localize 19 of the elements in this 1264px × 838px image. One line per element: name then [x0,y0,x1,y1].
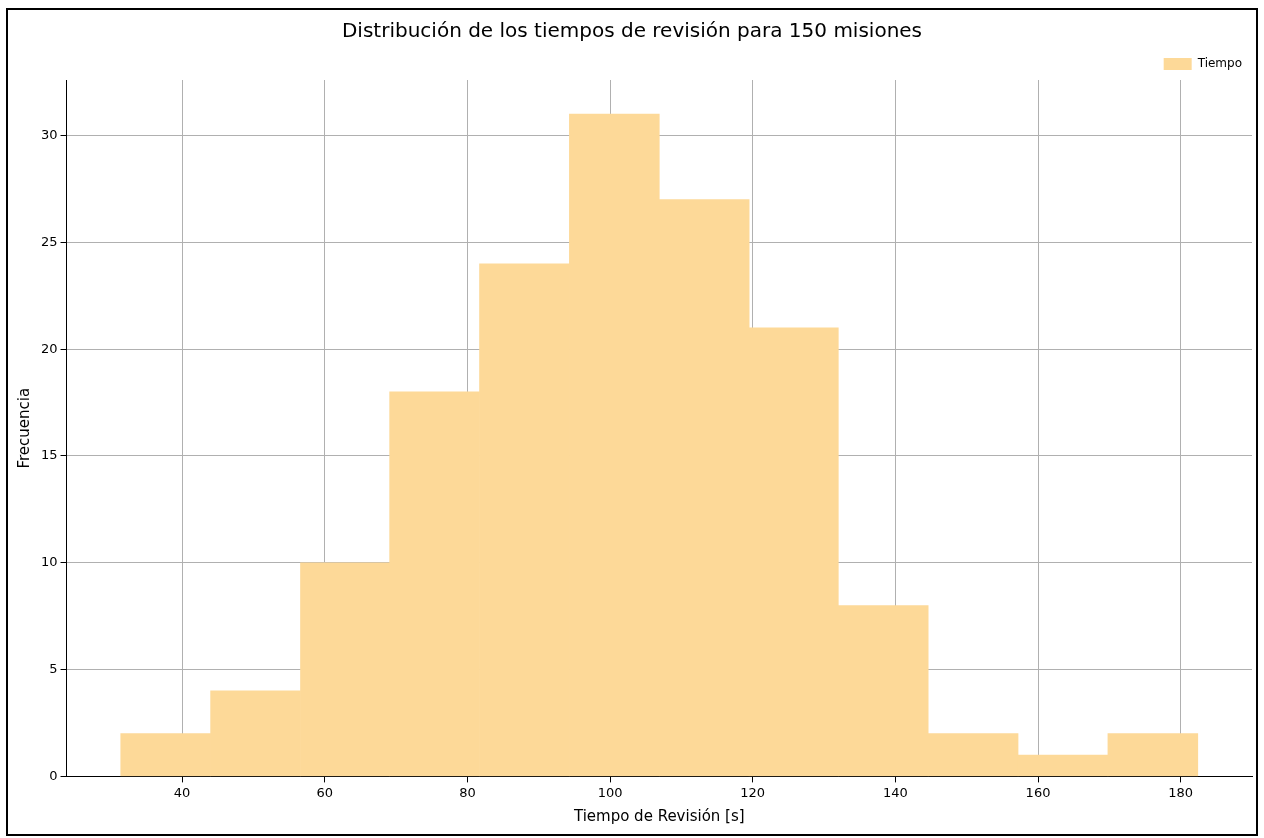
y-tick-label: 0 [49,767,58,783]
y-tick-label: 20 [41,340,58,356]
x-tick-label: 180 [1168,784,1194,800]
legend-label: Tiempo [1196,56,1242,71]
y-tick-label: 5 [49,660,58,676]
x-tick-label: 40 [173,784,191,800]
x-tick-label: 100 [597,784,623,800]
x-tick-label: 160 [1025,784,1051,800]
x-axis-title: Tiempo de Revisión [s] [572,806,745,825]
x-tick-label: 120 [740,784,766,800]
chart-title: Distribución de los tiempos de revisión para 150 misiones [341,18,923,43]
y-tick-label: 30 [41,126,58,142]
y-axis-title: Frecuencia [14,387,33,469]
x-tick-label: 80 [459,784,476,800]
x-tick-label: 140 [882,784,908,800]
y-tick-label: 15 [41,447,58,463]
y-tick-label: 25 [41,233,58,249]
y-tick-label: 10 [41,554,58,570]
x-tick-label: 60 [316,784,334,800]
